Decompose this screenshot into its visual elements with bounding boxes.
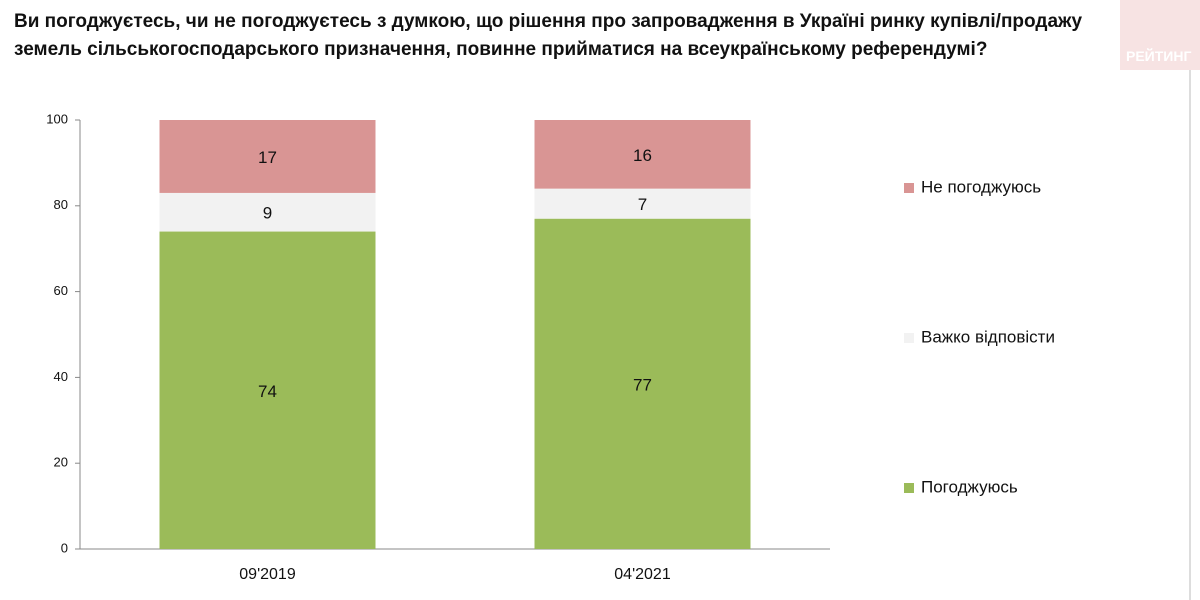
- bar-segment: [159, 231, 376, 550]
- data-label: 16: [633, 146, 652, 165]
- x-tick-label: 04'2021: [614, 566, 671, 583]
- y-tick-label: 0: [61, 540, 68, 555]
- logo-text: РЕЙТИНГ: [1126, 48, 1192, 64]
- legend-label: Погоджуюсь: [921, 477, 1018, 496]
- y-tick-label: 100: [46, 111, 68, 126]
- bar-segment: [159, 192, 376, 232]
- data-label: 17: [258, 148, 277, 167]
- data-label: 77: [633, 375, 652, 394]
- bar-segment: [534, 188, 751, 219]
- y-tick-label: 60: [54, 283, 68, 298]
- y-tick-label: 80: [54, 197, 68, 212]
- legend-label: Важко відповісти: [921, 327, 1055, 346]
- bar-segment: [534, 120, 751, 189]
- legend-swatch: [904, 183, 914, 193]
- legend-label: Не погоджуюсь: [921, 177, 1041, 196]
- legend-swatch: [904, 333, 914, 343]
- data-label: 74: [258, 382, 277, 401]
- chart-title: Ви погоджуєтесь, чи не погоджуєтесь з ду…: [14, 11, 1083, 60]
- bar-segment: [534, 218, 751, 550]
- logo: РЕЙТИНГ: [1120, 0, 1200, 70]
- x-tick-label: 09'2019: [239, 566, 296, 583]
- data-label: 9: [263, 204, 272, 223]
- y-tick-label: 40: [54, 369, 68, 384]
- legend-swatch: [904, 483, 914, 493]
- bar-segment: [159, 120, 376, 193]
- y-tick-label: 20: [54, 455, 68, 470]
- data-label: 7: [638, 195, 647, 214]
